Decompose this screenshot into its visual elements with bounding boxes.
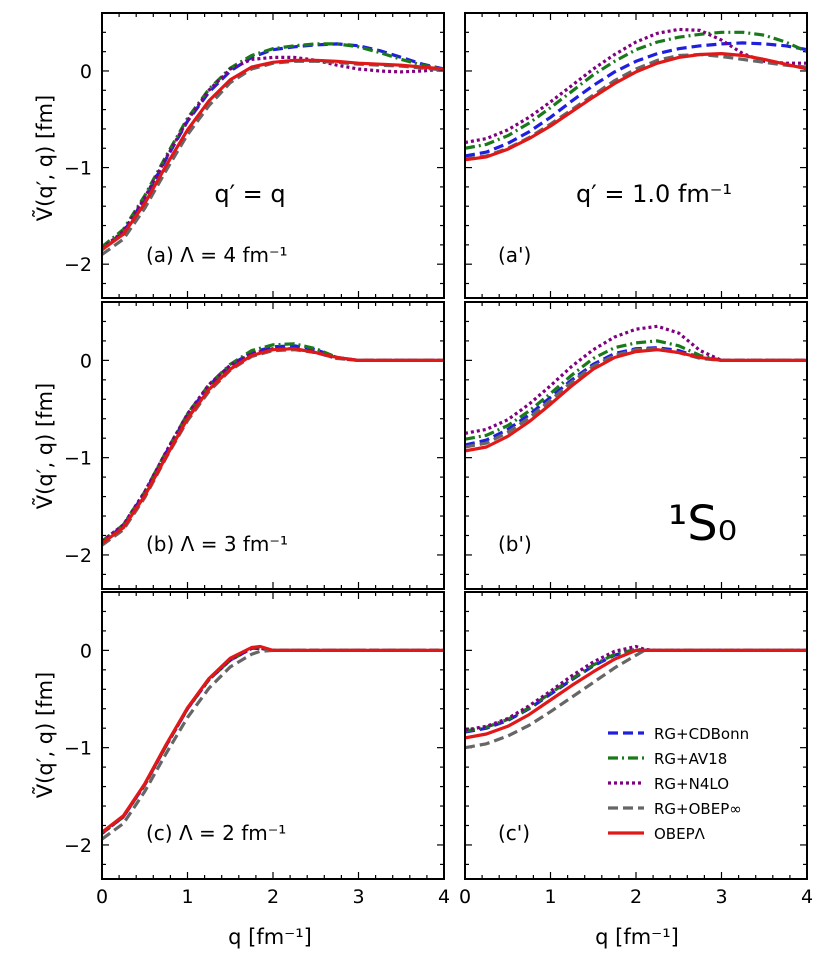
y-tick-label: −2 — [64, 835, 92, 857]
x-tick-label: 2 — [630, 886, 642, 908]
x-tick-label: 3 — [352, 886, 364, 908]
y-axis-title-top: Ṽ(q′, q) [fm] — [31, 95, 57, 221]
series-line-rg-av18 — [465, 30, 807, 150]
legend-label: RG+AV18 — [654, 750, 727, 768]
panel-a-prime: −2−10 — [464, 12, 808, 299]
x-axis-title-right: q [fm⁻¹] — [595, 925, 679, 949]
plot-frame — [464, 12, 808, 299]
series-line-rg-av18 — [102, 42, 444, 249]
legend-item: OBEPΛ — [608, 825, 706, 843]
series-line-obep- — [465, 348, 807, 453]
series-group — [102, 644, 444, 841]
panel-b-prime: −2−10 — [464, 301, 808, 590]
plot-frame — [101, 12, 445, 299]
plot-frame — [464, 591, 808, 880]
series-line-rg-n4lo — [102, 55, 444, 250]
y-tick-label: −2 — [64, 545, 92, 567]
series-group — [465, 324, 807, 453]
panel-b-prime-label: (b') — [498, 532, 532, 556]
legend-label: OBEPΛ — [654, 825, 706, 843]
y-tick-label: −1 — [64, 448, 92, 470]
legend-item: RG+OBEP∞ — [608, 800, 742, 818]
series-line-rg-av18 — [465, 339, 807, 441]
series-group — [102, 342, 444, 547]
x-tick-label: 3 — [715, 886, 727, 908]
series-line-obep- — [102, 58, 444, 251]
x-tick-label: 1 — [544, 886, 556, 908]
y-tick-label: 0 — [80, 350, 92, 372]
y-tick-label: −1 — [64, 158, 92, 180]
series-group — [102, 42, 444, 256]
panel-a-label: (a) Λ = 4 fm⁻¹ — [146, 243, 288, 267]
series-group — [465, 27, 807, 162]
panel-a-qprime-label: q′ = q — [214, 180, 285, 208]
series-line-rg-obep- — [102, 648, 444, 841]
y-tick-label: −2 — [64, 254, 92, 276]
plot-frame — [101, 591, 445, 880]
legend-label: RG+OBEP∞ — [654, 800, 742, 818]
panel-a-prime-qprime-label: q′ = 1.0 fm⁻¹ — [576, 180, 732, 208]
series-line-obep- — [102, 644, 444, 834]
panel-b: −2 −1 0 — [64, 301, 445, 590]
x-tick-label: 4 — [801, 886, 813, 908]
series-line-rg-cdbonn — [465, 41, 807, 158]
panel-a-prime-label: (a') — [498, 243, 531, 267]
legend-label: RG+CDBonn — [654, 725, 749, 743]
x-tick-label: 0 — [96, 886, 108, 908]
plot-frame — [101, 301, 445, 590]
x-tick-label: 1 — [181, 886, 193, 908]
plot-frame — [464, 301, 808, 590]
series-line-rg-n4lo — [465, 324, 807, 435]
x-axis-title-left: q [fm⁻¹] — [228, 925, 312, 949]
y-axis-title-middle: Ṽ(q′, q) [fm] — [31, 383, 57, 509]
panel-c-prime-label: (c') — [498, 821, 530, 845]
legend-item: RG+N4LO — [608, 775, 729, 793]
series-line-obep- — [465, 648, 807, 740]
legend-item: RG+CDBonn — [608, 725, 749, 743]
series-group — [465, 644, 807, 750]
panel-c: 0 1 2 3 4 −2 −1 0 — [64, 591, 450, 908]
series-line-obep- — [102, 347, 444, 545]
y-tick-label: 0 — [80, 640, 92, 662]
x-tick-label: 4 — [438, 886, 450, 908]
legend-label: RG+N4LO — [654, 775, 729, 793]
series-line-obep- — [465, 52, 807, 162]
y-tick-label: 0 — [80, 61, 92, 83]
legend-item: RG+AV18 — [608, 750, 727, 768]
state-label: ¹S₀ — [668, 496, 737, 552]
y-tick-label: −1 — [64, 738, 92, 760]
legend: RG+CDBonn RG+AV18 RG+N4LO RG+OBEP∞ OBEPΛ — [608, 725, 749, 843]
panel-b-label: (b) Λ = 3 fm⁻¹ — [146, 532, 288, 556]
panel-c-label: (c) Λ = 2 fm⁻¹ — [146, 821, 286, 845]
series-line-rg-n4lo — [465, 27, 807, 145]
x-tick-label: 2 — [267, 886, 279, 908]
panel-a: −2 −1 0 — [64, 12, 445, 299]
y-axis-title-bottom: Ṽ(q′, q) [fm] — [31, 672, 57, 798]
x-tick-label: 0 — [459, 886, 471, 908]
